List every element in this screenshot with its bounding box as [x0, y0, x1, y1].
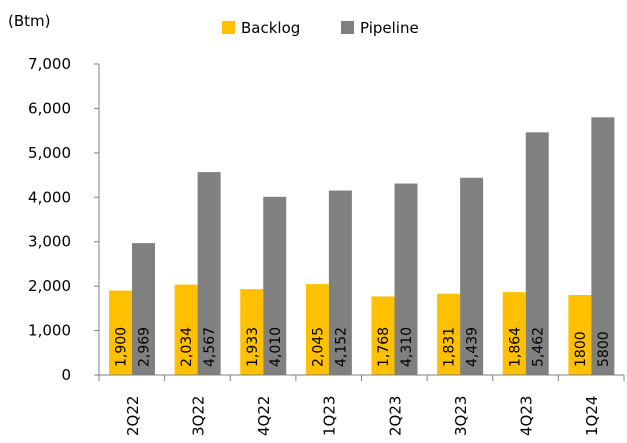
y-tick-label: 5,000: [28, 144, 71, 162]
data-label-pipeline-2q23: 4,310: [399, 327, 415, 367]
x-tick-label-4q22: 4Q22: [255, 396, 273, 436]
bar-backlog-4q22: [240, 289, 264, 375]
data-label-backlog-4q22: 1,933: [245, 327, 261, 367]
x-tick-label-4q23: 4Q23: [518, 396, 536, 436]
data-label-pipeline-2q22: 2,969: [137, 327, 153, 367]
y-tick-label: 0: [61, 366, 71, 384]
bar-pipeline-2q22: [132, 243, 155, 375]
unit-label: (Btm): [8, 12, 51, 30]
legend-label-pipeline: Pipeline: [360, 19, 419, 37]
bar-pipeline-3q22: [197, 172, 221, 375]
bar-pipeline-2q23: [394, 183, 418, 375]
bar-backlog-2q22: [109, 290, 132, 375]
data-label-backlog-2q23: 1,768: [376, 327, 392, 367]
x-tick-label-1q24: 1Q24: [583, 396, 601, 436]
bar-backlog-3q23: [437, 293, 461, 375]
legend-label-backlog: Backlog: [241, 19, 300, 37]
bar-backlog-1q23: [305, 284, 329, 375]
bar-pipeline-3q23: [460, 177, 484, 375]
data-label-backlog-4q23: 1,864: [507, 327, 523, 367]
x-tick-label-2q22: 2Q22: [124, 396, 142, 436]
data-label-backlog-2q22: 1,900: [114, 327, 130, 367]
bar-backlog-1q24: [568, 295, 592, 375]
y-tick-label: 6,000: [28, 99, 71, 117]
y-tick-label: 1,000: [28, 322, 71, 340]
bar-backlog-3q22: [174, 284, 198, 375]
x-tick-label-2q23: 2Q23: [386, 396, 404, 436]
x-tick-label-3q23: 3Q23: [452, 396, 470, 436]
bar-pipeline-4q22: [263, 196, 287, 375]
data-label-pipeline-3q22: 4,567: [202, 327, 218, 367]
data-label-pipeline-4q23: 5,462: [530, 327, 546, 367]
y-tick-label: 7,000: [28, 55, 71, 73]
data-label-backlog-1q24: 1800: [573, 331, 589, 367]
y-tick-label: 2,000: [28, 277, 71, 295]
data-label-backlog-1q23: 2,045: [310, 327, 326, 367]
bar-backlog-2q23: [371, 296, 395, 375]
y-tick-label: 3,000: [28, 233, 71, 251]
x-tick-label-3q22: 3Q22: [189, 396, 207, 436]
data-label-backlog-3q23: 1,831: [442, 327, 458, 367]
y-axis: 0 1,000 2,000 3,000 4,000 5,000 6,000 7,000: [28, 55, 100, 384]
data-label-pipeline-3q23: 4,439: [465, 327, 481, 367]
data-label-backlog-3q22: 2,034: [179, 327, 195, 367]
data-label-pipeline-1q23: 4,152: [333, 327, 349, 367]
bar-pipeline-4q23: [525, 132, 549, 375]
bar-pipeline-1q24: [591, 117, 615, 376]
bar-pipeline-1q23: [328, 190, 352, 375]
bar-backlog-4q23: [502, 292, 526, 375]
bars: 1,900 2,969 2,034 4,567 1,933 4,010 2,045 4,152…: [109, 117, 615, 376]
data-label-pipeline-1q24: 5800: [596, 331, 612, 367]
y-tick-label: 4,000: [28, 188, 71, 206]
legend: Backlog Pipeline: [222, 19, 419, 37]
legend-swatch-pipeline: [341, 21, 354, 34]
data-label-pipeline-4q22: 4,010: [268, 327, 284, 367]
legend-swatch-backlog: [222, 21, 235, 34]
x-tick-label-1q23: 1Q23: [321, 396, 339, 436]
x-axis: 2Q22 3Q22 4Q22 1Q23 2Q23 3Q23 4Q23 1Q24: [98, 374, 625, 436]
